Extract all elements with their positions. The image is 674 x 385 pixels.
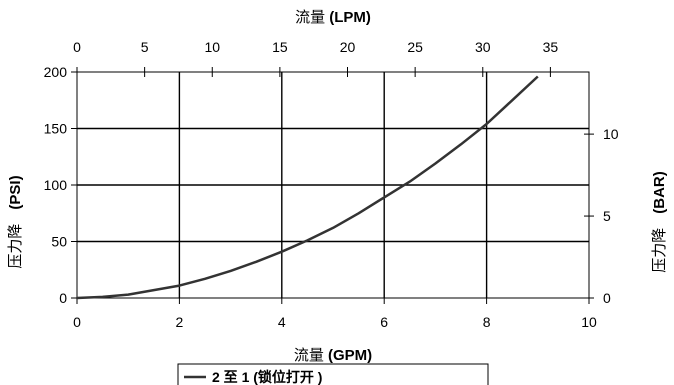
x-top-tick-label: 30 xyxy=(475,39,491,55)
y-right-tick-label: 0 xyxy=(603,290,611,306)
x-top-tick-label: 35 xyxy=(543,39,559,55)
y-right-axis-title: 压力降(BAR) xyxy=(651,171,668,273)
x-bottom-tick-label: 0 xyxy=(73,314,81,330)
series-layer xyxy=(77,77,538,299)
x-top-tick-label: 0 xyxy=(73,39,81,55)
y-left-tick-label: 100 xyxy=(44,177,68,193)
x-bottom-tick-label: 2 xyxy=(176,314,184,330)
y-right-tick-label: 10 xyxy=(603,126,619,142)
x-bottom-tick-label: 8 xyxy=(483,314,491,330)
x-top-tick-label: 20 xyxy=(340,39,356,55)
x-top-tick-label: 25 xyxy=(407,39,423,55)
y-left-axis-title: 压力降(PSI) xyxy=(7,175,24,268)
y-left-tick-label: 150 xyxy=(44,121,68,137)
x-top-tick-label: 10 xyxy=(204,39,220,55)
x-top-axis-title: 流量 (LPM) xyxy=(295,9,371,26)
grid-lines xyxy=(77,72,589,298)
legend: 2 至 1 (锁位打开 ) xyxy=(178,364,488,385)
x-top-tick-label: 15 xyxy=(272,39,288,55)
x-bottom-tick-label: 4 xyxy=(278,314,286,330)
y-left-tick-label: 0 xyxy=(59,290,67,306)
y-left-tick-label: 200 xyxy=(44,64,68,80)
legend-entry-label: 2 至 1 (锁位打开 ) xyxy=(212,369,322,385)
x-bottom-tick-label: 10 xyxy=(581,314,597,330)
series-line-0 xyxy=(77,77,538,299)
y-left-tick-label: 50 xyxy=(51,234,67,250)
x-bottom-tick-label: 6 xyxy=(380,314,388,330)
y-right-tick-label: 5 xyxy=(603,208,611,224)
x-bottom-axis-title: 流量 (GPM) xyxy=(294,347,372,364)
x-top-tick-label: 5 xyxy=(141,39,149,55)
